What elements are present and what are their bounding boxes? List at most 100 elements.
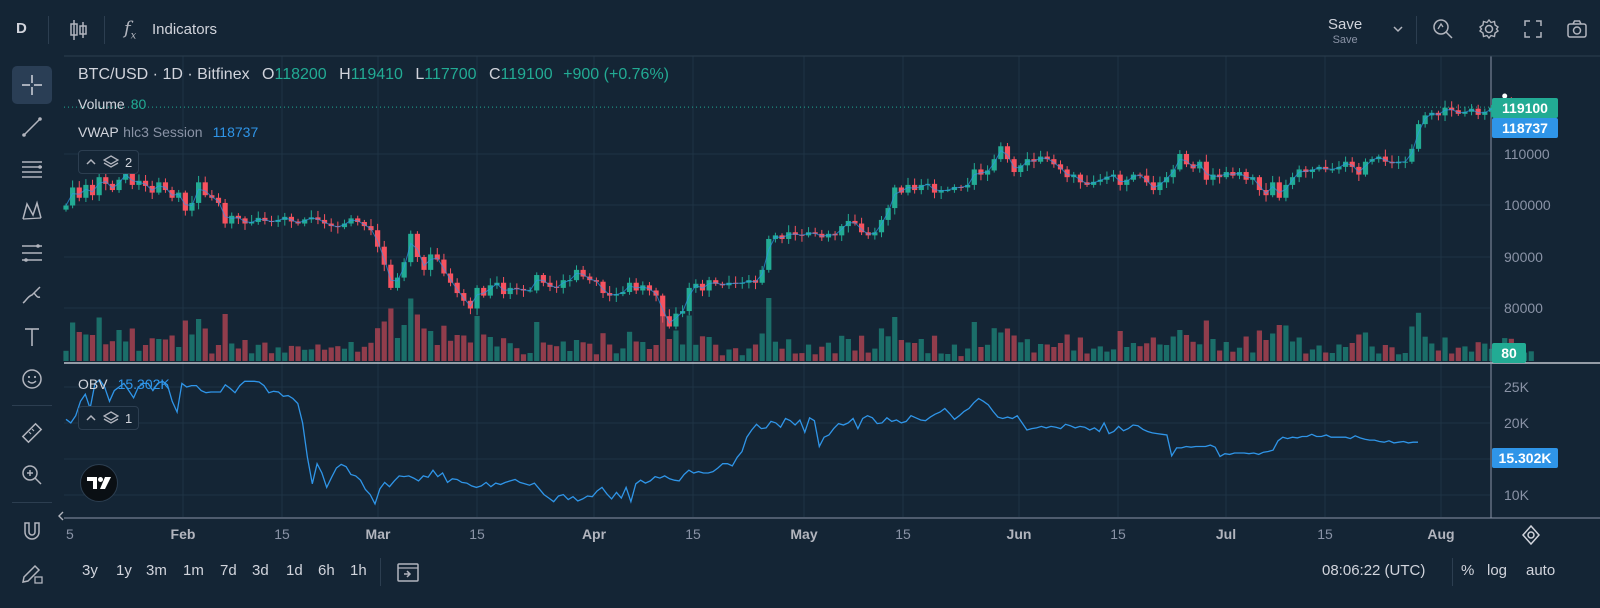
crosshair-tool[interactable] — [12, 66, 52, 104]
auto-toggle[interactable]: auto — [1526, 562, 1556, 579]
volume-bar — [587, 343, 593, 361]
magnet-tool[interactable] — [12, 512, 52, 550]
candles-icon[interactable] — [68, 18, 88, 42]
symbol-title[interactable]: BTC/USD · 1D · Bitfinex — [78, 66, 250, 83]
volume-bar — [1455, 347, 1461, 361]
bottom-toolbar: 3y 1y 3m 1m 7d 3d 1d 6h 1h 08:06:22 (UTC… — [64, 548, 1600, 608]
gear-icon[interactable] — [1478, 18, 1500, 40]
trend-line-tool[interactable] — [12, 108, 52, 146]
volume-bar — [613, 353, 619, 361]
volume-bar — [182, 320, 188, 361]
low-value: 117700 — [424, 66, 477, 83]
volume-bar — [1230, 351, 1236, 361]
candle-body — [759, 269, 765, 283]
obv-legend[interactable]: OBV 15.302K — [78, 376, 170, 394]
candle-body — [348, 218, 354, 224]
candle-body — [83, 184, 89, 198]
range-3m[interactable]: 3m — [146, 562, 167, 579]
fullscreen-icon[interactable] — [1522, 18, 1544, 40]
candle-body — [1296, 169, 1302, 178]
fib-tool[interactable] — [12, 234, 52, 272]
range-1d[interactable]: 1d — [286, 562, 303, 579]
candle-body — [640, 285, 646, 291]
tradingview-logo[interactable] — [80, 464, 118, 502]
candle-body — [182, 192, 188, 211]
chevron-down-icon[interactable] — [1392, 24, 1404, 34]
range-1h[interactable]: 1h — [350, 562, 367, 579]
candle-body — [1091, 181, 1097, 185]
lock-drawings-tool[interactable] — [12, 554, 52, 592]
range-1y[interactable]: 1y — [116, 562, 132, 579]
candle-body — [96, 177, 102, 196]
close-key: C — [488, 66, 501, 83]
vwap-legend[interactable]: VWAP hlc3 Session 118737 — [78, 124, 258, 142]
quick-search-icon[interactable] — [1432, 18, 1454, 40]
range-1m[interactable]: 1m — [183, 562, 204, 579]
candle-body — [1442, 107, 1448, 116]
indicators-button[interactable]: Indicators — [152, 21, 218, 38]
utc-clock[interactable]: 08:06:22 (UTC) — [1322, 562, 1426, 579]
ruler-tool[interactable] — [12, 414, 52, 452]
candle-body — [1342, 161, 1349, 167]
volume-bar — [1084, 353, 1090, 361]
text-tool[interactable] — [12, 318, 52, 356]
save-button[interactable]: Save Save — [1328, 16, 1362, 46]
zoom-tool[interactable] — [12, 456, 52, 494]
emoji-tool[interactable] — [12, 360, 52, 398]
volume-legend[interactable]: Volume 80 — [78, 96, 146, 114]
go-to-date-icon[interactable] — [396, 560, 420, 584]
volume-bar — [375, 328, 381, 361]
volume-bar — [514, 348, 520, 361]
volume-bar — [1057, 343, 1064, 361]
interval-button[interactable]: D — [16, 20, 27, 37]
scroll-left-icon[interactable] — [56, 510, 66, 522]
volume-bar — [580, 342, 586, 361]
candle-body — [931, 183, 938, 193]
candle-body — [1057, 164, 1064, 170]
camera-icon[interactable] — [1566, 18, 1588, 40]
volume-bar — [746, 348, 752, 361]
candle-body — [1144, 175, 1150, 183]
volume-bar — [766, 298, 772, 361]
log-toggle[interactable]: log — [1487, 562, 1508, 579]
percent-toggle[interactable]: % — [1461, 562, 1475, 579]
volume-bar — [162, 339, 169, 361]
volume-bar — [1071, 350, 1077, 361]
brush-tool[interactable] — [12, 276, 52, 314]
horizontal-lines-tool[interactable] — [12, 150, 52, 188]
price-axis-tick: 110000 — [1504, 146, 1550, 162]
volume-bar — [733, 348, 739, 361]
pattern-tool[interactable] — [12, 192, 52, 230]
volume-bar — [772, 341, 779, 361]
candle-body — [1004, 146, 1011, 160]
alert-marker — [1502, 93, 1508, 99]
range-3y[interactable]: 3y — [82, 562, 98, 579]
open-value: 118200 — [274, 66, 327, 83]
volume-bar — [653, 345, 659, 361]
volume-bar — [819, 346, 825, 361]
candle-body — [786, 232, 792, 239]
range-7d[interactable]: 7d — [220, 562, 237, 579]
candle-body — [626, 282, 633, 293]
volume-bar — [1197, 344, 1203, 361]
volume-bar — [958, 356, 964, 361]
range-6h[interactable]: 6h — [318, 562, 335, 579]
candle-body — [368, 226, 374, 231]
legend-collapse-toggle[interactable]: 2 — [78, 150, 140, 174]
high-key: H — [339, 66, 351, 83]
obv-collapse-toggle[interactable]: 1 — [78, 406, 140, 430]
volume-bar — [971, 322, 977, 361]
volume-bar — [567, 351, 573, 361]
candle-body — [321, 219, 328, 224]
volume-bar — [1283, 325, 1289, 361]
candle-body — [76, 187, 82, 198]
settings-axis-icon[interactable] — [1520, 524, 1542, 546]
volume-bar — [1488, 348, 1495, 361]
volume-bar — [713, 344, 719, 361]
fx-icon[interactable]: fx — [124, 18, 137, 42]
range-3d[interactable]: 3d — [252, 562, 269, 579]
candle-body — [547, 282, 553, 287]
zoom-in-icon — [22, 465, 42, 485]
toolbar-divider — [12, 405, 52, 406]
